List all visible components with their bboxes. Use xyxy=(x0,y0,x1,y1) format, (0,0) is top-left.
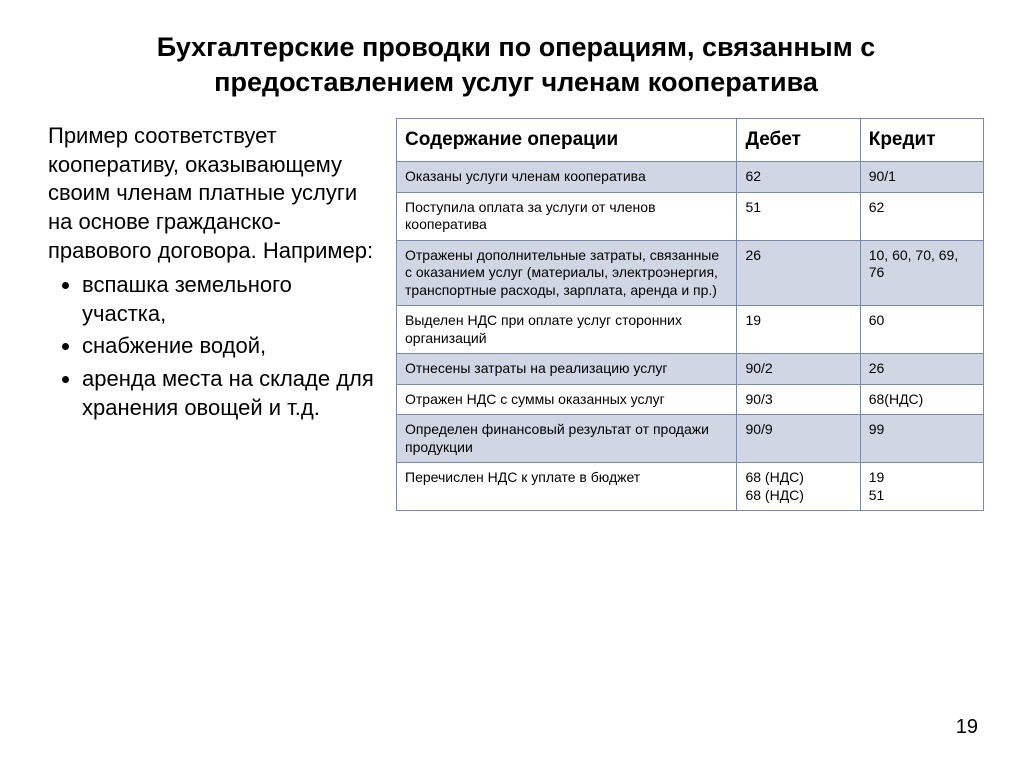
table-body: Оказаны услуги членам кооператива6290/1П… xyxy=(397,162,984,511)
table-row: Отнесены затраты на реализацию услуг90/2… xyxy=(397,354,984,385)
cell-credit: 60 xyxy=(860,306,983,354)
cell-op: Выделен НДС при оплате услуг сторонних о… xyxy=(397,306,737,354)
cell-credit: 99 xyxy=(860,415,983,463)
page-number: 19 xyxy=(956,716,978,739)
cell-debit: 62 xyxy=(737,162,860,193)
table-row: Перечислен НДС к уплате в бюджет68 (НДС)… xyxy=(397,463,984,511)
content-row: Пример соответствует кооперативу, оказыв… xyxy=(48,118,984,511)
slide-title: Бухгалтерские проводки по операциям, свя… xyxy=(48,30,984,100)
cell-credit: 10, 60, 70, 69, 76 xyxy=(860,240,983,306)
cell-debit: 90/9 xyxy=(737,415,860,463)
table-row: Выделен НДС при оплате услуг сторонних о… xyxy=(397,306,984,354)
cell-credit: 62 xyxy=(860,192,983,240)
col-debit: Дебет xyxy=(737,119,860,162)
col-operation: Содержание операции xyxy=(397,119,737,162)
list-item: аренда места на складе для хранения овощ… xyxy=(82,365,378,422)
cell-credit: 68(НДС) xyxy=(860,384,983,415)
cell-op: Отнесены затраты на реализацию услуг xyxy=(397,354,737,385)
cell-op: Определен финансовый результат от продаж… xyxy=(397,415,737,463)
cell-credit: 26 xyxy=(860,354,983,385)
table-row: Отражен НДС с суммы оказанных услуг90/36… xyxy=(397,384,984,415)
table-row: Поступила оплата за услуги от членов коо… xyxy=(397,192,984,240)
table-row: Определен финансовый результат от продаж… xyxy=(397,415,984,463)
cell-debit: 90/3 xyxy=(737,384,860,415)
list-item: вспашка земельного участка, xyxy=(82,271,378,328)
cell-credit: 90/1 xyxy=(860,162,983,193)
accounting-table: Содержание операции Дебет Кредит Оказаны… xyxy=(396,118,984,511)
col-credit: Кредит xyxy=(860,119,983,162)
intro-paragraph: Пример соответствует кооперативу, оказыв… xyxy=(48,122,378,265)
table-row: Отражены дополнительные затраты, связанн… xyxy=(397,240,984,306)
cell-op: Отражен НДС с суммы оказанных услуг xyxy=(397,384,737,415)
cell-debit: 90/2 xyxy=(737,354,860,385)
cell-op: Оказаны услуги членам кооператива xyxy=(397,162,737,193)
cell-debit: 19 xyxy=(737,306,860,354)
right-column: Содержание операции Дебет Кредит Оказаны… xyxy=(396,118,984,511)
list-item: снабжение водой, xyxy=(82,332,378,361)
cell-debit: 68 (НДС)68 (НДС) xyxy=(737,463,860,511)
cell-op: Поступила оплата за услуги от членов коо… xyxy=(397,192,737,240)
table-row: Оказаны услуги членам кооператива6290/1 xyxy=(397,162,984,193)
cell-credit: 1951 xyxy=(860,463,983,511)
cell-op: Отражены дополнительные затраты, связанн… xyxy=(397,240,737,306)
cell-debit: 51 xyxy=(737,192,860,240)
left-column: Пример соответствует кооперативу, оказыв… xyxy=(48,118,378,426)
table-header-row: Содержание операции Дебет Кредит xyxy=(397,119,984,162)
bullet-list: вспашка земельного участка, снабжение во… xyxy=(48,271,378,422)
cell-debit: 26 xyxy=(737,240,860,306)
cell-op: Перечислен НДС к уплате в бюджет xyxy=(397,463,737,511)
